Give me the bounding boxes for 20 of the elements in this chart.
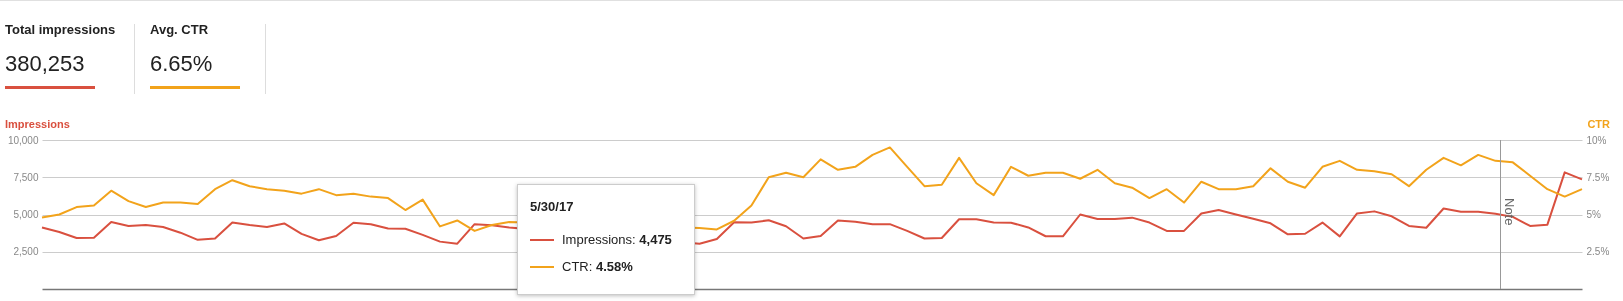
text: Avg. CTR bbox=[150, 22, 210, 37]
text: 6.65% bbox=[150, 51, 214, 77]
y2-tick-label: 2.5% bbox=[1586, 246, 1610, 258]
y2-axis-title: CTR bbox=[1587, 118, 1610, 130]
annotation: CTR: 4.58% bbox=[562, 259, 633, 274]
y-tick-label: 10,000 bbox=[7, 134, 39, 146]
text: Total impressions bbox=[5, 22, 116, 37]
y-tick-label: 5,000 bbox=[13, 209, 39, 220]
y2-tick-label: 10% bbox=[1586, 134, 1607, 146]
annotation: 5/30/17 bbox=[530, 199, 575, 214]
line-series bbox=[41, 171, 1583, 245]
annotation: Impressions: 4,475 bbox=[562, 232, 672, 247]
y-tick-label: 7,500 bbox=[13, 171, 39, 183]
y-tick-label: 2,500 bbox=[13, 246, 39, 258]
y2-tick-label: 7.5% bbox=[1586, 171, 1610, 183]
annotation: Note bbox=[1502, 198, 1517, 226]
y-axis-title: Impressions bbox=[5, 118, 70, 130]
line-series bbox=[41, 146, 1583, 232]
y2-tick-label: 5% bbox=[1586, 209, 1602, 220]
text: 380,253 bbox=[5, 51, 86, 77]
